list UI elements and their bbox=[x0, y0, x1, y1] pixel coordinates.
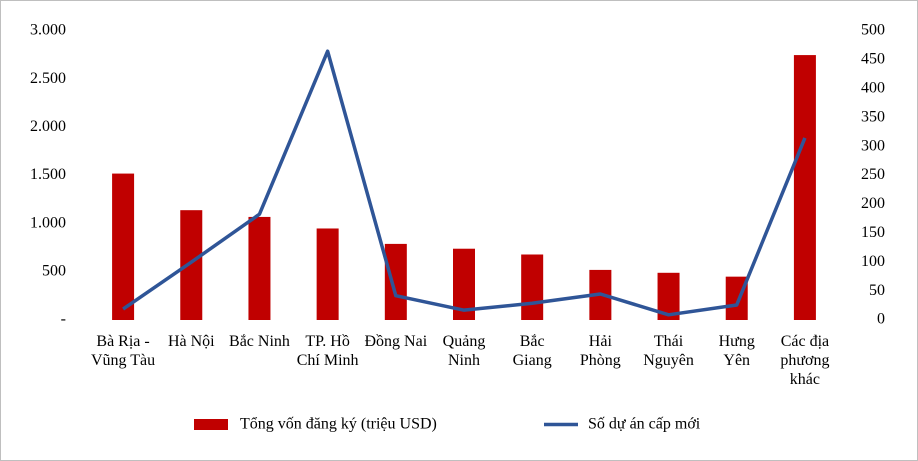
x-tick-label: Thái Nguyên bbox=[643, 333, 694, 369]
x-tick-label: TP. Hồ Chí Minh bbox=[296, 333, 359, 369]
x-tick-label: Hưng Yên bbox=[718, 333, 755, 369]
y2-tick-label: 300 bbox=[861, 137, 885, 154]
y2-tick-label: 200 bbox=[861, 195, 885, 212]
y2-tick-label: 400 bbox=[861, 79, 885, 96]
y-tick-label: - bbox=[61, 311, 66, 328]
bar bbox=[316, 228, 339, 320]
legend-swatch bbox=[194, 419, 228, 430]
bar bbox=[248, 216, 271, 320]
y-tick-label: 500 bbox=[42, 263, 66, 280]
bar bbox=[657, 272, 680, 320]
legend-label: Số dự án cấp mới bbox=[588, 416, 701, 433]
y2-tick-label: 0 bbox=[877, 311, 885, 328]
y2-tick-label: 450 bbox=[861, 51, 885, 68]
y2-tick-label: 100 bbox=[861, 253, 885, 270]
x-tick-label: Bắc Ninh bbox=[229, 333, 290, 350]
legend-label: Tổng vốn đăng ký (triệu USD) bbox=[240, 416, 437, 433]
x-tick-label: Quảng Ninh bbox=[442, 333, 486, 369]
x-tick-label: Bà Rịa - Vũng Tàu bbox=[91, 333, 156, 369]
y-tick-label: 1.000 bbox=[30, 214, 66, 231]
bar bbox=[180, 210, 203, 320]
x-tick-label: Đồng Nai bbox=[364, 333, 428, 350]
x-tick-label: Các địa phương khác bbox=[780, 333, 830, 388]
x-tick-label: Bắc Giang bbox=[512, 333, 552, 369]
bar bbox=[384, 243, 407, 320]
y-tick-label: 3.000 bbox=[30, 22, 66, 39]
bar bbox=[453, 248, 475, 320]
y2-tick-label: 150 bbox=[861, 224, 885, 241]
y-tick-label: 2.500 bbox=[30, 70, 66, 87]
y2-tick-label: 250 bbox=[861, 166, 885, 183]
bar bbox=[793, 55, 816, 320]
bar bbox=[521, 254, 544, 320]
line bbox=[122, 49, 807, 317]
y2-tick-label: 350 bbox=[861, 108, 885, 125]
x-tick-label: Hà Nội bbox=[167, 333, 215, 350]
y-tick-label: 2.000 bbox=[30, 118, 66, 135]
bar bbox=[112, 173, 135, 320]
y-tick-label: 1.500 bbox=[30, 166, 66, 183]
x-tick-label: Hải Phòng bbox=[579, 333, 621, 369]
y2-tick-label: 500 bbox=[861, 22, 885, 39]
y2-tick-label: 50 bbox=[869, 282, 885, 299]
